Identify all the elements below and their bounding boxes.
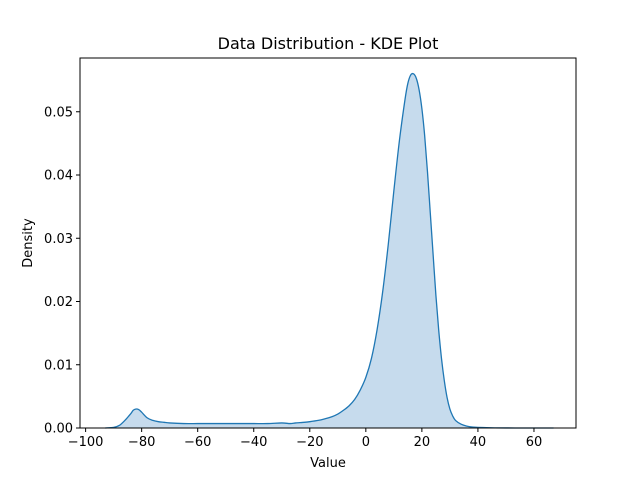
chart-title: Data Distribution - KDE Plot	[218, 34, 439, 53]
x-tick-label: −40	[240, 435, 267, 450]
y-axis: 0.00 0.01 0.02 0.03 0.04 0.05	[44, 105, 80, 437]
plot-area	[105, 72, 554, 429]
y-tick-label: 0.04	[44, 169, 73, 184]
y-tick-label: 0.00	[44, 422, 73, 437]
x-tick-label: 40	[470, 435, 487, 450]
x-axis-label: Value	[310, 456, 346, 471]
kde-density-line	[105, 72, 554, 429]
x-tick-label: −80	[128, 435, 155, 450]
x-tick-label: 0	[362, 435, 370, 450]
y-axis-label: Density	[21, 218, 36, 268]
x-tick-label: −20	[296, 435, 323, 450]
plot-frame	[79, 57, 577, 429]
y-tick-label: 0.03	[44, 232, 73, 247]
x-tick-label: 60	[526, 435, 543, 450]
x-tick-label: −100	[68, 435, 104, 450]
x-tick-label: −60	[184, 435, 211, 450]
y-tick-label: 0.02	[44, 295, 73, 310]
kde-area-fill	[105, 73, 554, 429]
y-tick-label: 0.05	[44, 105, 73, 120]
x-tick-label: 20	[414, 435, 431, 450]
y-tick-label: 0.01	[44, 358, 73, 373]
x-axis: −100 −80 −60 −40 −20 0 20 40 60	[68, 428, 542, 450]
